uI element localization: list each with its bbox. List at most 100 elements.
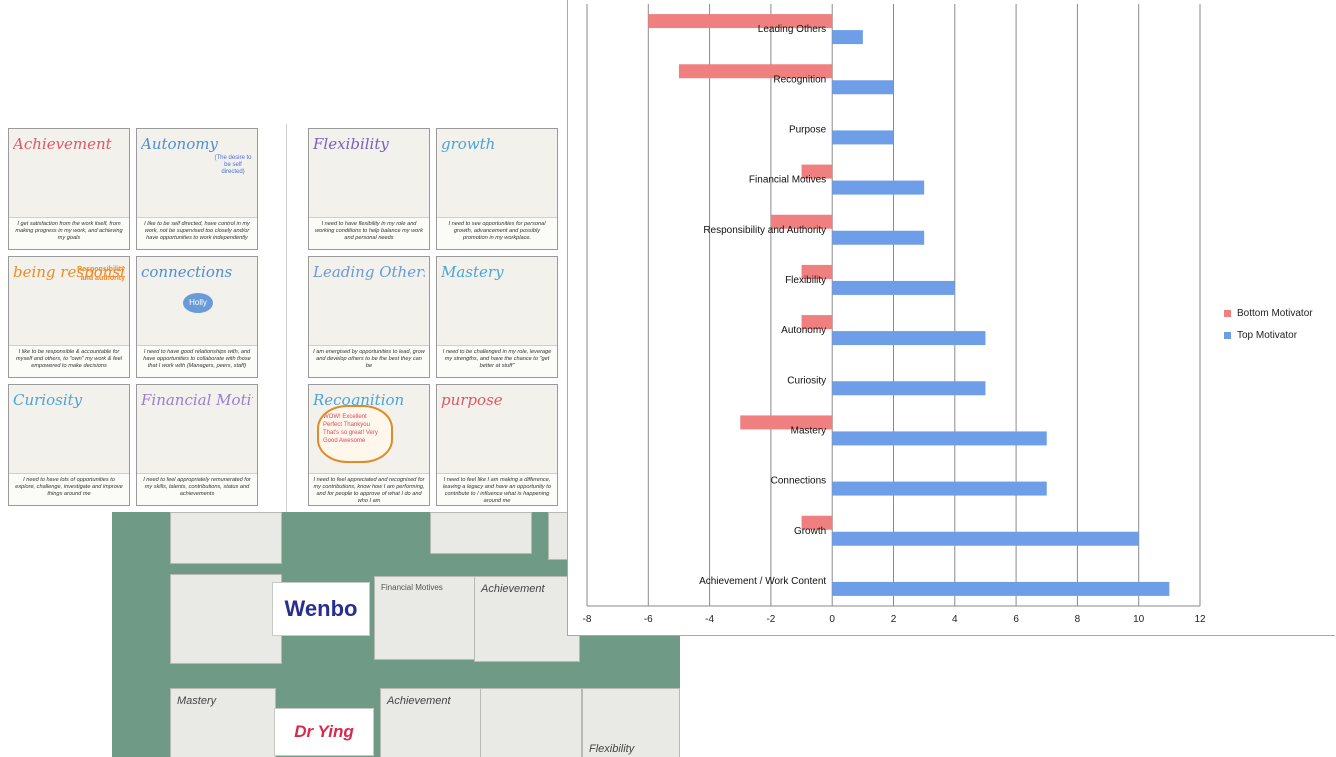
bar-top-motivator — [832, 531, 1139, 546]
photo-card: Achievement — [474, 576, 580, 662]
bar-top-motivator — [832, 331, 986, 346]
card-caption: I need to feel appreciated and recognise… — [313, 477, 425, 504]
category-label: Achievement / Work Content — [699, 576, 826, 587]
card-grid-divider — [286, 124, 287, 512]
x-tick-label: 4 — [952, 614, 958, 625]
card-caption: I need to have good relationships with, … — [143, 349, 251, 369]
motivator-card: Financial Motives I need to feel appropri… — [136, 384, 258, 506]
photo-name-label: Dr Ying — [294, 722, 354, 741]
card-speech-bubble: WOW! Excellent Perfect Thankyou That's s… — [317, 405, 393, 463]
bar-bottom-motivator — [648, 14, 833, 29]
photo-name-label: Wenbo — [284, 596, 358, 621]
card-title: Financial Motives — [141, 391, 253, 409]
bar-bottom-motivator — [801, 164, 833, 179]
card-illustration — [437, 129, 557, 218]
motivator-card: Autonomy (The desire to be self directed)… — [136, 128, 258, 250]
card-tag: Responsibility and authority — [77, 266, 125, 282]
card-note: (The desire to be self directed) — [214, 155, 252, 175]
card-title: Recognition — [313, 391, 405, 409]
category-label: Mastery — [791, 425, 827, 436]
card-illustration — [309, 129, 429, 218]
category-label: Financial Motives — [749, 175, 826, 186]
legend-swatch — [1224, 309, 1231, 317]
card-center-bubble: Holly — [183, 293, 213, 313]
motivator-card: Recognition WOW! Excellent Perfect Thanky… — [308, 384, 430, 506]
motivator-card: purpose I need to feel like I am making a… — [436, 384, 558, 506]
photo-card-title: Mastery — [177, 695, 217, 707]
bar-top-motivator — [832, 180, 925, 195]
photo-card — [480, 688, 582, 757]
motivator-card: connections Holly I need to have good rela… — [136, 256, 258, 378]
card-illustration — [137, 385, 257, 474]
card-illustration — [437, 385, 557, 474]
motivator-card: Leading Others I am energised by opportun… — [308, 256, 430, 378]
x-tick-label: 8 — [1075, 614, 1081, 625]
card-caption: I need to feel like I am making a differ… — [443, 477, 551, 504]
category-label: Recognition — [773, 74, 826, 85]
bar-top-motivator — [832, 30, 863, 45]
category-label: Purpose — [789, 124, 827, 135]
photo-card: Achievement — [380, 688, 482, 757]
photo-card — [170, 574, 282, 664]
bar-top-motivator — [832, 581, 1170, 596]
photo-card: Flexibility — [582, 688, 680, 757]
card-title: Flexibility — [313, 135, 389, 153]
card-title: Curiosity — [13, 391, 83, 409]
photo-card-title: Achievement — [481, 583, 545, 595]
x-tick-label: 2 — [891, 614, 897, 625]
card-title: Leading Others — [313, 263, 425, 281]
legend-swatch — [1224, 331, 1231, 339]
photo-card-title: Achievement — [387, 695, 451, 707]
bar-bottom-motivator — [740, 415, 833, 430]
bar-bottom-motivator — [770, 214, 833, 229]
photo-name-card: Dr Ying — [274, 708, 374, 756]
photo-name-card: Wenbo — [272, 582, 370, 636]
motivator-card: Mastery I need to be challenged in my rol… — [436, 256, 558, 378]
legend-label: Top Motivator — [1237, 329, 1298, 341]
card-caption: I like to be responsible & accountable f… — [16, 349, 122, 369]
card-caption: I need to feel appropriately remunerated… — [143, 477, 251, 497]
bar-bottom-motivator — [678, 64, 833, 79]
card-illustration — [137, 129, 257, 218]
card-title: connections — [141, 263, 233, 281]
motivator-card: Flexibility I need to have flexibility in… — [308, 128, 430, 250]
card-title: Autonomy — [141, 135, 218, 153]
photo-card-title: Flexibility — [589, 743, 635, 755]
bar-top-motivator — [832, 130, 894, 145]
motivator-bar-chart: -8 -6 -4 -2 0 2 4 6 8 10 12 Leading Others Recogniti… — [583, 4, 1206, 625]
x-tick-label: -8 — [583, 614, 592, 625]
category-label: Growth — [794, 526, 826, 537]
card-illustration — [9, 385, 129, 474]
card-caption: I like to be self directed, have control… — [144, 221, 250, 241]
x-tick-label: -2 — [766, 614, 775, 625]
bar-top-motivator — [832, 431, 1047, 446]
legend-entry: Bottom Motivator — [1224, 302, 1313, 324]
x-tick-label: 12 — [1194, 614, 1206, 625]
x-tick-label: -4 — [705, 614, 714, 625]
x-tick-label: 6 — [1013, 614, 1019, 625]
category-label: Autonomy — [781, 325, 826, 336]
card-caption: I am energised by opportunities to lead,… — [313, 349, 425, 369]
motivator-card: being responsibleResponsibility and auth… — [8, 256, 130, 378]
bar-top-motivator — [832, 80, 894, 95]
motivator-card: growth I need to see opportunities for pe… — [436, 128, 558, 250]
card-caption: I need to have flexibility in my role an… — [315, 221, 423, 241]
card-illustration — [9, 129, 129, 218]
card-caption: I need to be challenged in my role, leve… — [442, 349, 552, 369]
motivator-card: Curiosity I need to have lots of opportun… — [8, 384, 130, 506]
bar-top-motivator — [832, 381, 986, 396]
category-label: Responsibility and Authority — [703, 225, 826, 236]
card-caption: I need to have lots of opportunities to … — [15, 477, 123, 497]
bar-bottom-motivator — [801, 315, 833, 330]
bar-bottom-motivator — [801, 515, 833, 530]
photo-card-title: Financial Motives — [381, 583, 443, 592]
photo-card — [430, 512, 532, 554]
bar-top-motivator — [832, 280, 955, 295]
bar-top-motivator — [832, 481, 1047, 496]
bar-bottom-motivator — [801, 264, 833, 279]
motivator-card-grid: Achievement I get satisfaction from the w… — [0, 120, 568, 512]
category-label: Leading Others — [758, 24, 826, 35]
category-label: Connections — [771, 476, 827, 487]
card-title: Mastery — [441, 263, 504, 281]
card-title: purpose — [441, 391, 503, 409]
